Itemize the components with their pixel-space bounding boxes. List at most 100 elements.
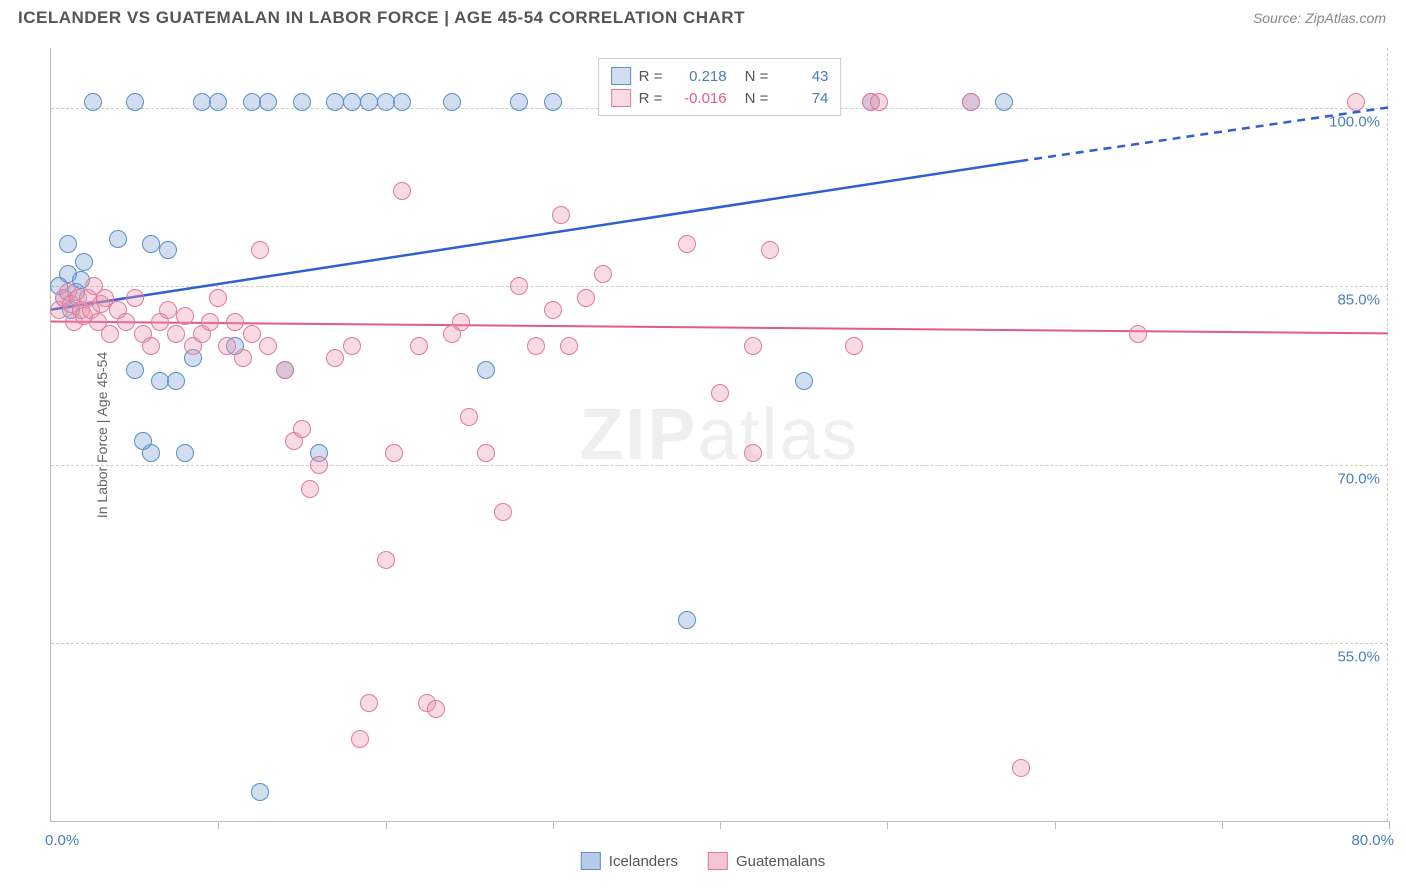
data-point — [259, 337, 277, 355]
data-point — [410, 337, 428, 355]
data-point — [310, 456, 328, 474]
data-point — [75, 253, 93, 271]
data-point — [293, 420, 311, 438]
data-point — [385, 444, 403, 462]
data-point — [84, 93, 102, 111]
data-point — [360, 93, 378, 111]
source-label: Source: ZipAtlas.com — [1253, 10, 1386, 26]
data-point — [301, 480, 319, 498]
data-point — [343, 337, 361, 355]
data-point — [510, 93, 528, 111]
data-point — [427, 700, 445, 718]
data-point — [343, 93, 361, 111]
data-point — [142, 235, 160, 253]
data-point — [393, 182, 411, 200]
data-point — [201, 313, 219, 331]
data-point — [678, 235, 696, 253]
x-axis-max-label: 80.0% — [1351, 832, 1394, 849]
data-point — [151, 372, 169, 390]
data-point — [527, 337, 545, 355]
data-point — [243, 325, 261, 343]
data-point — [1347, 93, 1365, 111]
data-point — [59, 235, 77, 253]
data-point — [251, 241, 269, 259]
data-point — [193, 93, 211, 111]
data-point — [1129, 325, 1147, 343]
data-point — [126, 289, 144, 307]
legend-swatch — [611, 89, 631, 107]
data-point — [351, 730, 369, 748]
data-point — [101, 325, 119, 343]
data-point — [167, 372, 185, 390]
data-point — [142, 337, 160, 355]
data-point — [134, 432, 152, 450]
legend-swatch — [611, 67, 631, 85]
x-tick — [720, 821, 721, 829]
r-prefix: R = — [639, 90, 667, 107]
data-point — [293, 93, 311, 111]
x-tick — [218, 821, 219, 829]
data-point — [477, 361, 495, 379]
data-point — [560, 337, 578, 355]
data-point — [377, 93, 395, 111]
data-point — [226, 313, 244, 331]
data-point — [452, 313, 470, 331]
r-value: -0.016 — [675, 90, 727, 107]
legend-row: R = -0.016 N = 74 — [611, 87, 829, 109]
data-point — [1012, 759, 1030, 777]
data-point — [995, 93, 1013, 111]
series-name: Icelanders — [609, 853, 678, 870]
x-tick — [887, 821, 888, 829]
data-point — [167, 325, 185, 343]
data-point — [393, 93, 411, 111]
chart-header: ICELANDER VS GUATEMALAN IN LABOR FORCE |… — [0, 0, 1406, 32]
data-point — [234, 349, 252, 367]
n-prefix: N = — [745, 90, 769, 107]
r-value: 0.218 — [675, 68, 727, 85]
data-point — [326, 349, 344, 367]
data-point — [218, 337, 236, 355]
series-name: Guatemalans — [736, 853, 825, 870]
data-point — [744, 337, 762, 355]
correlation-legend: R = 0.218 N = 43 R = -0.016 N = 74 — [598, 58, 842, 116]
chart-title: ICELANDER VS GUATEMALAN IN LABOR FORCE |… — [18, 8, 745, 28]
data-point — [159, 301, 177, 319]
data-point — [594, 265, 612, 283]
series-legend-item: Guatemalans — [708, 852, 825, 870]
data-point — [845, 337, 863, 355]
data-point — [259, 93, 277, 111]
data-point — [678, 611, 696, 629]
x-axis-min-label: 0.0% — [45, 832, 79, 849]
data-point — [711, 384, 729, 402]
x-tick — [1055, 821, 1056, 829]
data-point — [126, 93, 144, 111]
data-point — [494, 503, 512, 521]
data-point — [510, 277, 528, 295]
r-prefix: R = — [639, 68, 667, 85]
data-point — [544, 93, 562, 111]
data-point — [209, 289, 227, 307]
data-point — [377, 551, 395, 569]
legend-rows: R = 0.218 N = 43 R = -0.016 N = 74 — [611, 65, 829, 109]
n-value: 74 — [776, 90, 828, 107]
series-legend-item: Icelanders — [581, 852, 678, 870]
data-point — [577, 289, 595, 307]
data-point — [443, 93, 461, 111]
data-point — [276, 361, 294, 379]
series-legend: Icelanders Guatemalans — [581, 852, 825, 870]
x-tick — [386, 821, 387, 829]
data-point — [552, 206, 570, 224]
legend-swatch — [708, 852, 728, 870]
data-point — [477, 444, 495, 462]
legend-swatch — [581, 852, 601, 870]
chart-plot-area: In Labor Force | Age 45-54 ZIPatlas 55.0… — [50, 48, 1388, 822]
data-point — [176, 444, 194, 462]
data-point — [544, 301, 562, 319]
data-point — [761, 241, 779, 259]
data-point — [126, 361, 144, 379]
data-point — [460, 408, 478, 426]
n-value: 43 — [776, 68, 828, 85]
data-point — [159, 241, 177, 259]
data-point — [795, 372, 813, 390]
legend-row: R =0.218N =43 — [611, 65, 829, 87]
